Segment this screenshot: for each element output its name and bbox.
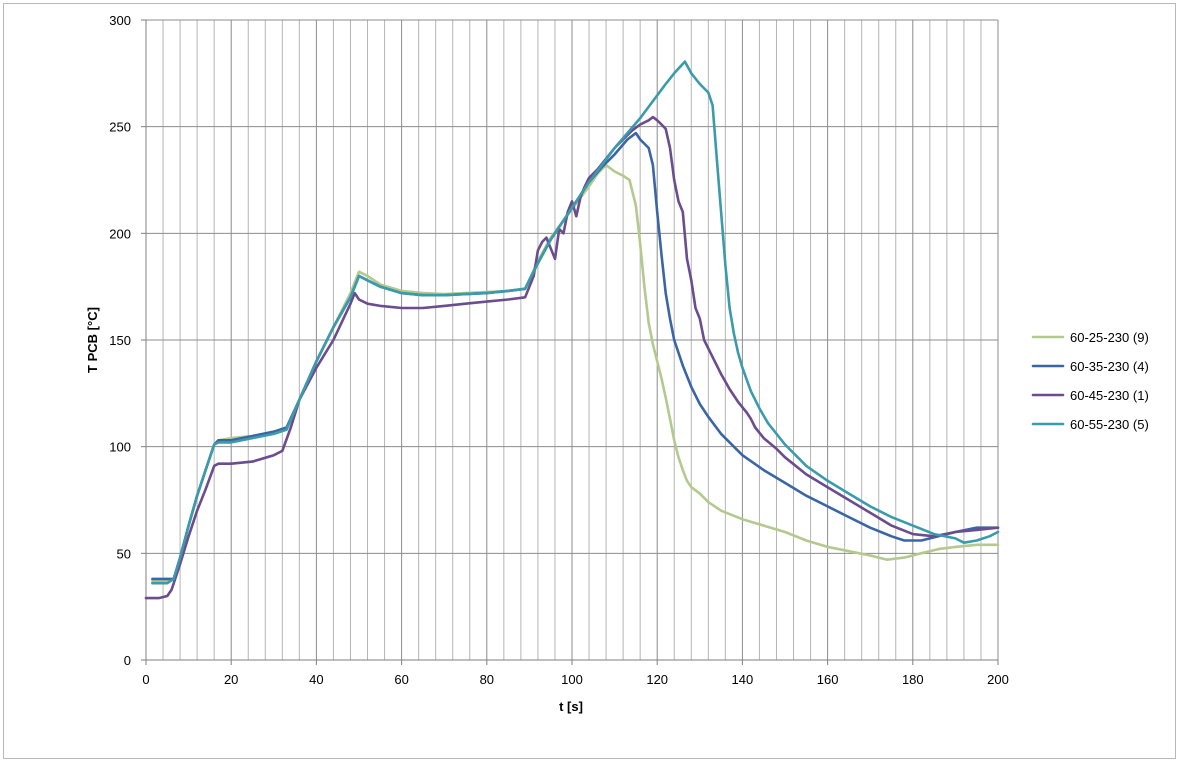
grid [145,19,999,661]
x-axis-title: t [s] [559,699,583,714]
x-tick-label: 140 [732,672,754,687]
series-line-1 [151,163,1000,583]
x-tick-label: 0 [142,672,149,687]
y-tick-label: 300 [109,13,131,28]
series-group [144,60,1000,600]
y-tick-label: 100 [109,440,131,455]
x-tick-label: 20 [224,672,238,687]
x-tick-label: 40 [309,672,323,687]
plot-area [141,19,999,665]
y-tick-label: 200 [109,226,131,241]
x-tick-label: 200 [987,672,1009,687]
x-tick-label: 120 [646,672,668,687]
y-tick-label: 50 [117,546,131,561]
legend-label-1: 60-25-230 (9) [1070,330,1149,345]
legend-label-4: 60-55-230 (5) [1070,417,1149,432]
x-tick-labels: 0 20 40 60 80 100 120 140 160 180 200 [142,672,1008,687]
y-tick-labels: 0 50 100 150 200 250 300 [109,13,131,668]
y-axis-title: T PCB [°C] [85,307,100,373]
y-tick-label: 0 [124,653,131,668]
series-line-4 [151,60,1000,585]
x-tick-label: 60 [394,672,408,687]
x-tick-label: 180 [902,672,924,687]
x-tick-label: 160 [817,672,839,687]
legend-label-2: 60-35-230 (4) [1070,359,1149,374]
x-tick-label: 80 [480,672,494,687]
x-tick-label: 100 [561,672,583,687]
legend-label-3: 60-45-230 (1) [1070,388,1149,403]
y-tick-label: 150 [109,333,131,348]
legend: 60-25-230 (9) 60-35-230 (4) 60-45-230 (1) 6… [1031,330,1149,432]
y-tick-label: 250 [109,120,131,135]
